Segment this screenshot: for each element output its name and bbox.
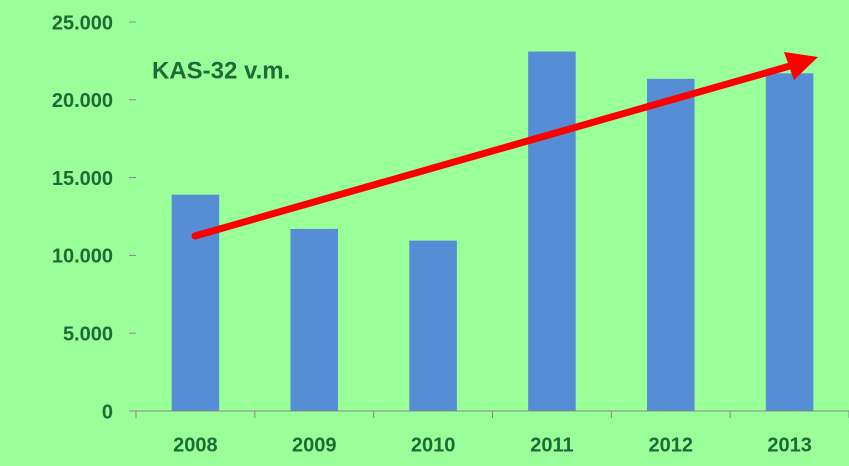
x-tick-label: 2013 [767, 434, 812, 456]
y-tick-label: 10.000 [52, 246, 113, 268]
bar [528, 51, 576, 412]
x-tick-label: 2009 [292, 434, 337, 456]
bar [409, 240, 457, 411]
x-tick-label: 2008 [173, 434, 218, 456]
bar [290, 228, 339, 411]
y-tick-label: 0 [102, 401, 113, 423]
x-tick-label: 2012 [649, 434, 694, 456]
bar [765, 73, 814, 412]
bar [171, 194, 220, 411]
y-tick-label: 25.000 [52, 12, 113, 34]
annotation: KAS-32 v.m. [152, 57, 290, 84]
trend-arrow [191, 62, 794, 240]
x-tick-label: 2011 [530, 434, 573, 456]
arrow-head [784, 52, 818, 80]
y-tick-label: 20.000 [52, 90, 113, 112]
bar [646, 78, 695, 411]
y-tick-label: 5.000 [63, 323, 113, 345]
x-tick-label: 2010 [411, 434, 456, 456]
y-tick-label: 15.000 [52, 168, 113, 190]
